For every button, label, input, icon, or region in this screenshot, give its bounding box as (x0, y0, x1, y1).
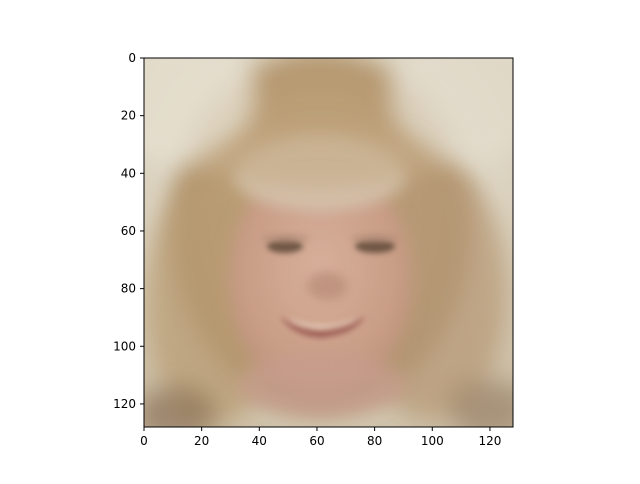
x-tick-label: 40 (252, 434, 267, 448)
x-tick-label: 80 (367, 434, 382, 448)
y-tick-label: 60 (121, 224, 136, 238)
x-tick-label: 20 (194, 434, 209, 448)
x-tick-label: 120 (478, 434, 501, 448)
image-area (144, 58, 513, 427)
y-tick-label: 80 (121, 282, 136, 296)
y-tick-label: 40 (121, 166, 136, 180)
y-tick-label: 120 (113, 397, 136, 411)
y-tick-label: 100 (113, 339, 136, 353)
axes-frame (143, 57, 514, 428)
x-axis: 0 20 40 60 80 100 120 (140, 427, 501, 448)
y-tick-label: 20 (121, 109, 136, 123)
x-tick-label: 100 (421, 434, 444, 448)
x-tick-label: 0 (140, 434, 148, 448)
y-axis: 0 20 40 60 80 100 120 (113, 51, 144, 411)
x-tick-label: 60 (309, 434, 324, 448)
y-tick-label: 0 (128, 51, 136, 65)
